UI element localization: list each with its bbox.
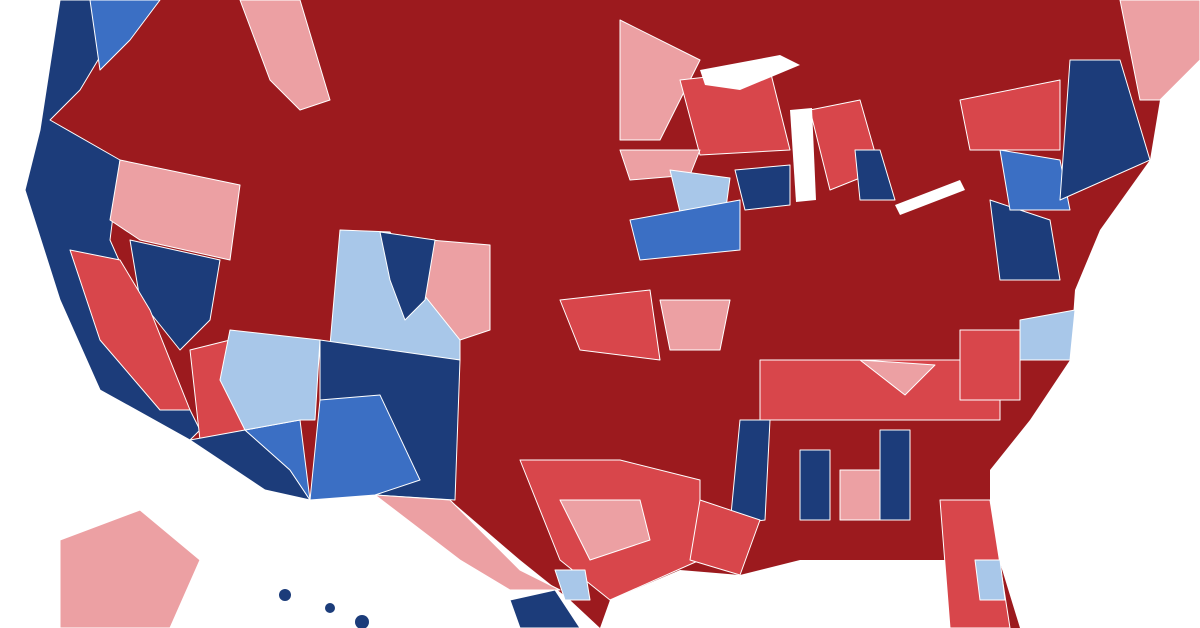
- pennsylvania-district: [999, 149, 1071, 211]
- hawaii-district: [279, 589, 291, 601]
- chicago-district: [734, 164, 791, 211]
- texas-district: [509, 589, 581, 628]
- california-district: [69, 249, 191, 411]
- lake-michigan: [790, 108, 816, 202]
- mississippi-district: [729, 419, 771, 526]
- texas-district: [374, 494, 561, 591]
- alaska-district: [59, 509, 201, 628]
- colorado-district: [379, 231, 436, 321]
- missouri-district: [559, 289, 661, 361]
- new-mexico-district: [309, 394, 421, 501]
- minnesota-district: [619, 19, 701, 141]
- lake-erie: [895, 180, 965, 215]
- maine-district: [1119, 0, 1200, 101]
- montana-district: [239, 0, 331, 111]
- missouri-district: [659, 299, 731, 351]
- florida-district: [974, 559, 1006, 601]
- georgia-district: [839, 469, 881, 521]
- virginia-district: [989, 199, 1061, 281]
- lake-superior: [700, 55, 800, 90]
- new-england-district: [1059, 59, 1151, 201]
- georgia-district: [879, 429, 911, 521]
- texas-district: [554, 569, 591, 601]
- texas-district: [559, 499, 651, 561]
- southeast-district: [759, 359, 1001, 421]
- nevada-district: [109, 159, 241, 261]
- west-coast-district: [89, 0, 161, 71]
- hawaii-district: [325, 603, 335, 613]
- new-york-district: [959, 79, 1061, 151]
- north-carolina-district: [959, 329, 1021, 401]
- michigan-district: [854, 149, 896, 201]
- hawaii-district: [355, 615, 369, 628]
- louisiana-district: [689, 499, 761, 576]
- alabama-district: [799, 449, 831, 521]
- tennessee-district: [859, 359, 936, 396]
- illinois-district: [629, 199, 741, 261]
